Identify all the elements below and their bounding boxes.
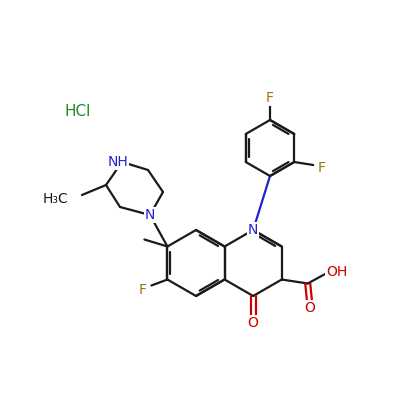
Text: F: F <box>138 282 146 296</box>
Text: N: N <box>145 208 155 222</box>
Text: N: N <box>248 223 258 237</box>
Text: O: O <box>304 302 315 316</box>
Text: OH: OH <box>326 264 347 278</box>
Text: F: F <box>266 91 274 105</box>
Text: HCl: HCl <box>65 104 91 120</box>
Text: H₃C: H₃C <box>42 192 68 206</box>
Text: NH: NH <box>108 155 128 169</box>
Text: O: O <box>248 316 258 330</box>
Text: F: F <box>317 161 325 175</box>
